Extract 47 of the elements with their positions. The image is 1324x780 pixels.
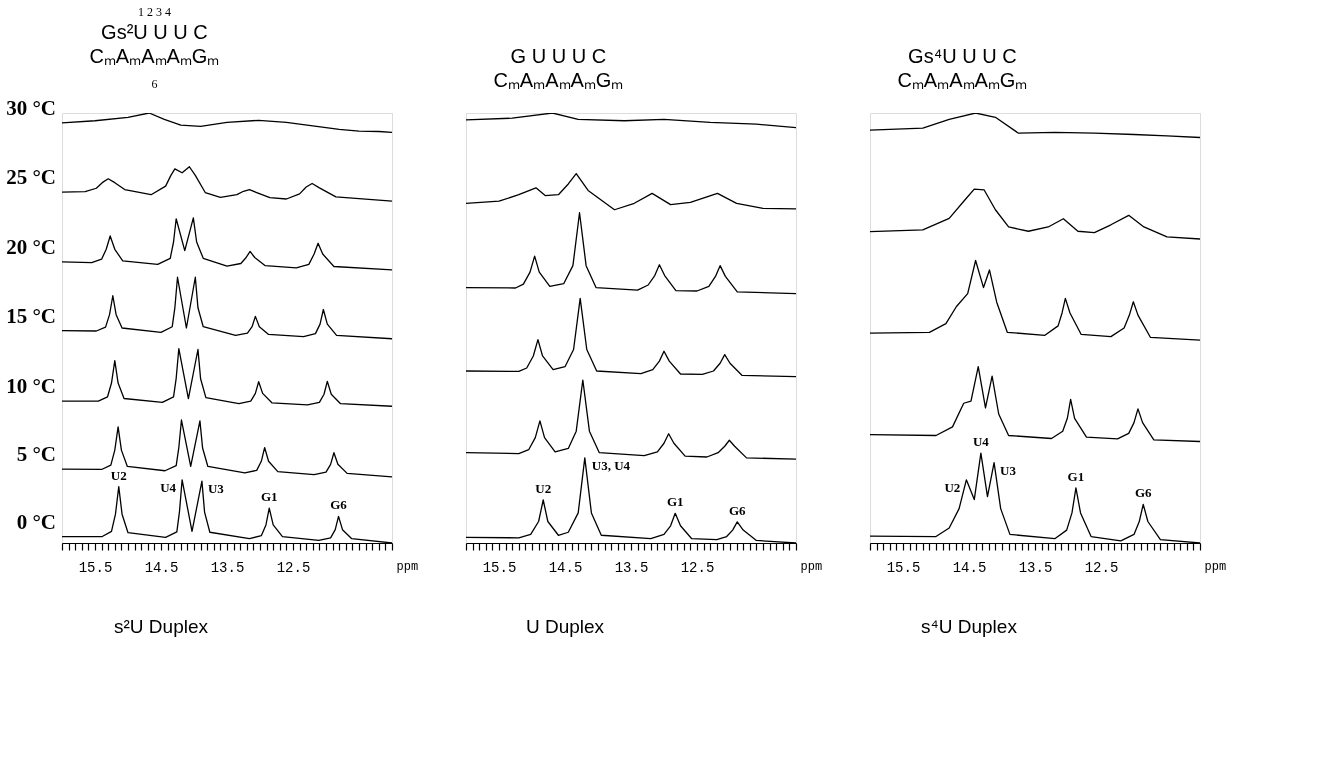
- text: CₘAₘAₘAₘGₘ: [89, 45, 220, 67]
- series-label: 30 °C: [6, 95, 56, 120]
- series-label: 25 °C: [6, 165, 56, 190]
- text: s²U Duplex: [114, 616, 209, 637]
- text: s⁴U Duplex: [921, 616, 1018, 637]
- x-axis-title: ppm: [800, 559, 823, 574]
- annotation: G1: [260, 489, 278, 505]
- annotation: U2: [535, 481, 552, 496]
- text: 1 2 3 4: [137, 5, 171, 19]
- x-tick-label: 13.5: [614, 559, 649, 576]
- annotation: U3: [1000, 462, 1017, 478]
- x-tick-label: 12.5: [276, 559, 311, 576]
- annotation: G1: [1067, 468, 1085, 484]
- x-tick-label: 12.5: [680, 559, 715, 576]
- text: U Duplex: [525, 616, 605, 637]
- annotation: U3: [207, 481, 225, 497]
- series-label: 0 °C: [16, 509, 56, 534]
- x-tick-label: 13.5: [210, 559, 245, 576]
- x-axis-title: ppm: [1204, 559, 1227, 574]
- text: Gs⁴U U U C: [908, 45, 1017, 67]
- annotation: G6: [330, 497, 348, 513]
- x-tick-label: 14.5: [548, 559, 583, 576]
- x-tick-label: 15.5: [78, 559, 113, 576]
- x-tick-label: 15.5: [482, 559, 517, 576]
- x-tick-label: 12.5: [1084, 559, 1119, 576]
- series-label: 5 °C: [16, 442, 56, 467]
- text: 6: [151, 77, 158, 91]
- annotation: U4: [972, 434, 990, 450]
- series-label: 10 °C: [6, 374, 56, 399]
- annotation: G6: [728, 502, 747, 518]
- annotation: U4: [160, 479, 177, 495]
- text: CₘAₘAₘAₘGₘ: [897, 69, 1028, 91]
- annotation: G1: [666, 494, 684, 510]
- x-tick-label: 15.5: [886, 559, 921, 576]
- text: Gs²U U U C: [101, 21, 208, 43]
- x-tick-label: 13.5: [1018, 559, 1053, 576]
- x-axis-title: ppm: [396, 559, 419, 574]
- x-tick-label: 14.5: [144, 559, 179, 576]
- text: G U U U C: [510, 45, 607, 67]
- annotation: U2: [110, 467, 127, 483]
- text: CₘAₘAₘAₘGₘ: [493, 69, 624, 91]
- annotation: U2: [944, 479, 961, 495]
- annotation: G6: [1134, 485, 1153, 501]
- x-tick-label: 14.5: [952, 559, 987, 576]
- series-label: 20 °C: [6, 234, 56, 259]
- annotation: U3, U4: [591, 457, 631, 473]
- series-label: 15 °C: [6, 303, 56, 328]
